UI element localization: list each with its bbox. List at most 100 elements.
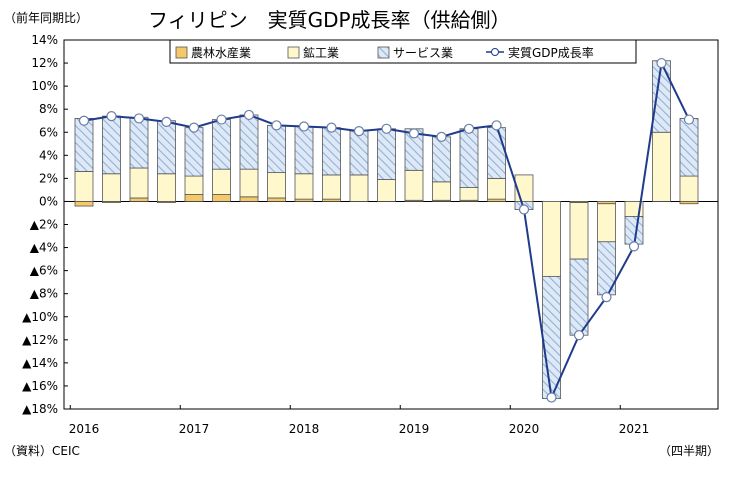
bar-鉱工業 <box>349 174 369 202</box>
y-tick-label: ▲14% <box>22 356 58 370</box>
bar-サービス業 <box>487 127 506 179</box>
gdp-point <box>133 113 145 124</box>
chart-title: フィリピン 実質GDP成長率（供給側） <box>148 8 511 32</box>
x-tick-label: 2020 <box>509 422 540 436</box>
bar-サービス業 <box>102 115 121 175</box>
gdp-point <box>243 109 255 121</box>
bar-鉱工業 <box>184 175 204 195</box>
legend-swatch <box>287 46 300 59</box>
legend-label: 実質GDP成長率 <box>508 45 594 60</box>
legend-swatch <box>175 46 188 59</box>
x-tick-label: 2017 <box>179 422 210 436</box>
bar-サービス業 <box>349 130 369 176</box>
legend-label: 鉱工業 <box>303 45 339 60</box>
gdp-point <box>408 128 420 139</box>
y-tick-label: ▲10% <box>22 310 58 324</box>
gdp-point <box>573 330 585 341</box>
legend-label: サービス業 <box>393 46 453 60</box>
gdp-point <box>491 120 502 131</box>
gdp-point <box>188 122 200 133</box>
bar-鉱工業 <box>212 168 231 195</box>
bar-鉱工業 <box>129 167 149 199</box>
bar-サービス業 <box>377 128 396 180</box>
gdp-point <box>436 131 447 142</box>
gdp-point <box>326 122 337 133</box>
bar-鉱工業 <box>487 177 506 200</box>
gdp-point <box>518 204 530 215</box>
x-tick-label: 2019 <box>399 422 430 436</box>
bar-サービス業 <box>542 275 561 400</box>
y-tick-label: 12% <box>31 56 58 70</box>
bar-鉱工業 <box>157 173 176 202</box>
bar-鉱工業 <box>652 131 671 202</box>
plot-area: 14% 12% 10% 8% 6% 4% 2% 0% ▲2% ▲4% ▲6% ▲8% ▲10% ▲12% ▲… <box>22 33 719 436</box>
legend: 農林水産業 鉱工業 サービス業 実質GDP成長率 <box>169 39 637 64</box>
gdp-point <box>628 241 640 252</box>
y-tick-label: ▲6% <box>30 264 58 278</box>
bar-鉱工業 <box>432 181 451 201</box>
y-tick-label: 4% <box>39 148 58 162</box>
bar-サービス業 <box>239 114 259 170</box>
bar-農林水産業 <box>267 197 286 202</box>
bar-鉱工業 <box>322 174 341 200</box>
bar-サービス業 <box>294 126 314 175</box>
x-tick-label: 2018 <box>289 422 320 436</box>
gdp-point <box>683 114 695 125</box>
bar-サービス業 <box>679 118 699 177</box>
gdp-point <box>381 123 392 134</box>
bar-サービス業 <box>652 60 671 133</box>
bar-鉱工業 <box>597 203 616 243</box>
y-tick-label: ▲2% <box>30 218 58 232</box>
bar-鉱工業 <box>102 173 121 202</box>
bar-サービス業 <box>212 119 231 170</box>
bar-サービス業 <box>129 116 149 169</box>
bar-鉱工業 <box>569 202 589 260</box>
bar-サービス業 <box>184 127 204 177</box>
y-tick-label: 8% <box>39 102 58 116</box>
bar-鉱工業 <box>404 169 424 201</box>
legend-box <box>169 39 637 64</box>
bar-農林水産業 <box>129 197 149 202</box>
x-axis-unit: （四半期） <box>659 444 719 458</box>
y-tick-label: 2% <box>39 171 58 185</box>
bar-農林水産業 <box>239 196 259 202</box>
bar-サービス業 <box>157 120 176 175</box>
gdp-point <box>161 116 172 127</box>
y-tick-label: ▲4% <box>30 241 58 255</box>
bar-サービス業 <box>322 127 341 176</box>
bar-鉱工業 <box>267 172 286 199</box>
legend-label: 農林水産業 <box>191 45 251 60</box>
y-tick-label: ▲18% <box>22 402 58 416</box>
bar-鉱工業 <box>239 168 259 198</box>
gdp-point <box>298 121 310 132</box>
bar-鉱工業 <box>542 201 561 277</box>
bar-農林水産業 <box>74 201 94 207</box>
y-tick-label: ▲8% <box>30 287 58 301</box>
gdp-point <box>78 115 90 126</box>
bar-鉱工業 <box>74 171 94 202</box>
bar-サービス業 <box>569 258 589 336</box>
x-tick-label: 2016 <box>69 422 100 436</box>
legend-swatch-marker <box>491 48 499 56</box>
plot-frame <box>63 39 719 410</box>
y-tick-label: ▲16% <box>22 379 58 393</box>
y-tick-label: ▲12% <box>22 333 58 347</box>
source-note: （資料）CEIC <box>4 444 80 458</box>
gdp-point <box>353 125 365 137</box>
bar-鉱工業 <box>294 173 314 200</box>
bar-鉱工業 <box>679 175 699 202</box>
gdp-point <box>106 111 117 122</box>
legend-swatch <box>377 46 390 59</box>
y-tick-label: 14% <box>31 33 58 47</box>
y-tick-label: 6% <box>39 125 58 139</box>
y-tick-label: 10% <box>31 79 58 93</box>
gdp-point <box>271 120 282 131</box>
bar-サービス業 <box>267 124 286 174</box>
y-axis-unit: （前年同期比） <box>4 10 88 25</box>
bar-サービス業 <box>459 128 479 188</box>
gdp-point <box>216 114 227 125</box>
gdp-point <box>546 392 557 403</box>
gdp-point <box>463 123 475 134</box>
